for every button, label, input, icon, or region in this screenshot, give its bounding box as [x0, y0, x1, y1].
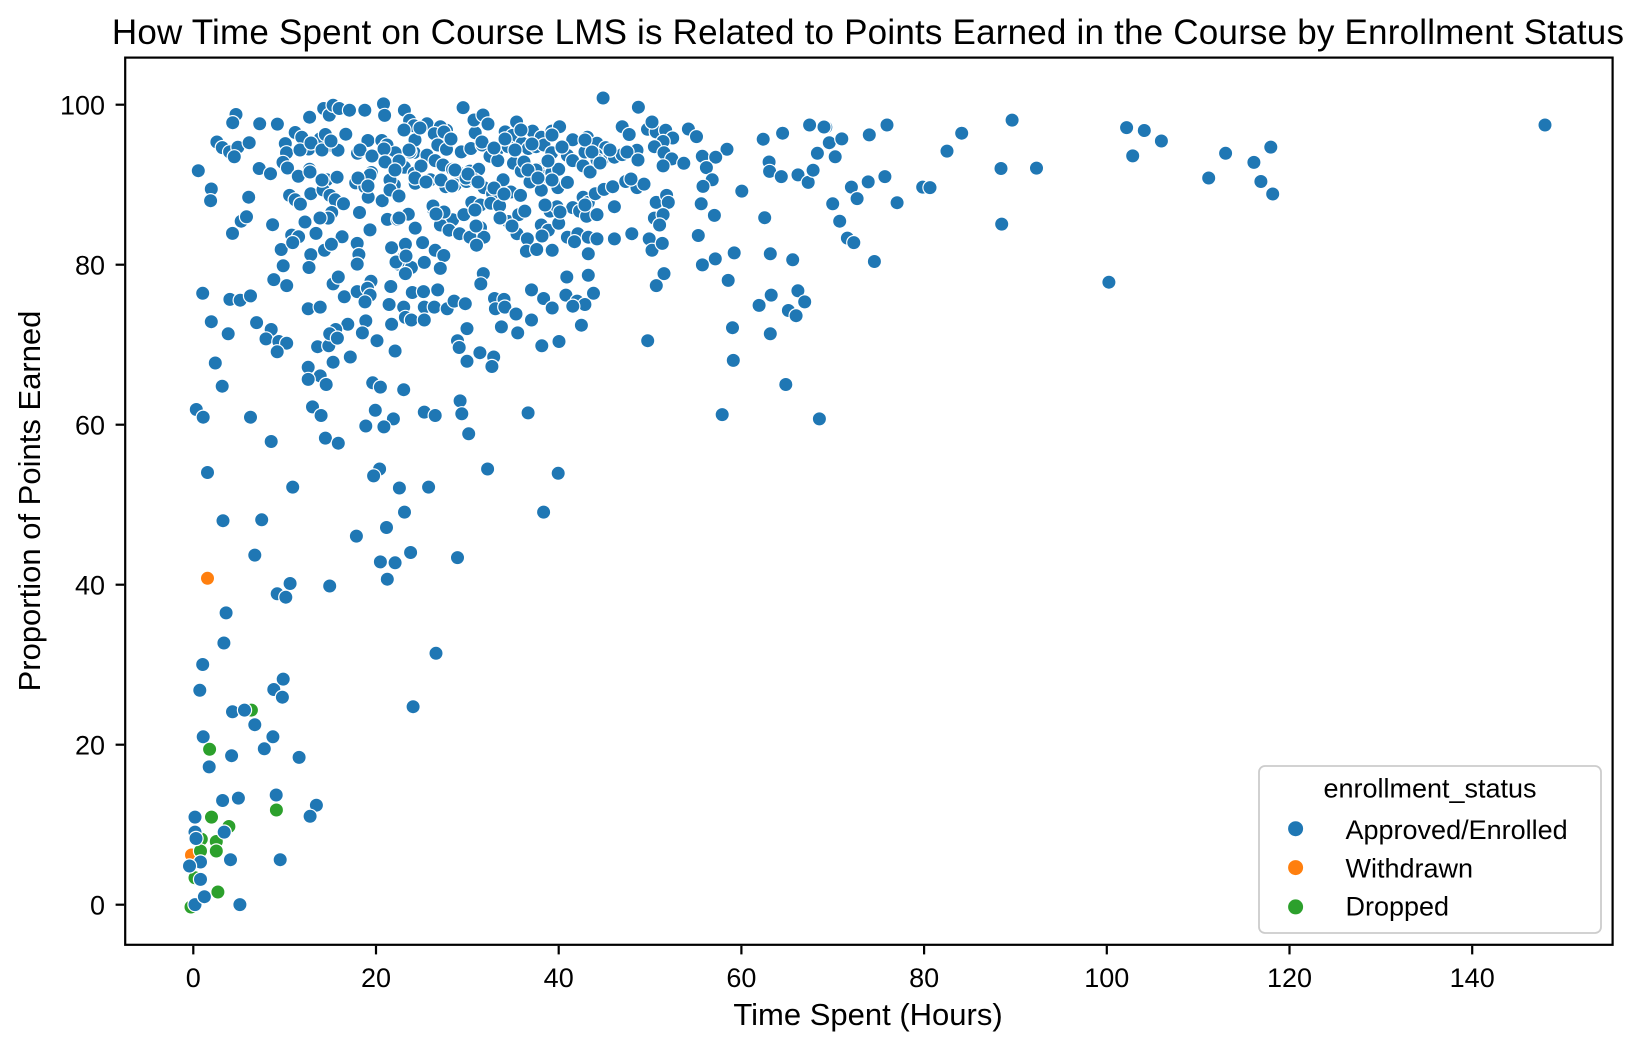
svg-text:140: 140: [1450, 963, 1495, 993]
svg-text:40: 40: [544, 963, 574, 993]
svg-text:120: 120: [1267, 963, 1312, 993]
svg-text:Dropped: Dropped: [1346, 892, 1450, 922]
svg-text:100: 100: [1084, 963, 1129, 993]
svg-text:40: 40: [75, 570, 105, 600]
svg-text:Withdrawn: Withdrawn: [1346, 854, 1474, 884]
svg-text:20: 20: [75, 730, 105, 760]
svg-text:20: 20: [361, 963, 391, 993]
svg-text:Approved/Enrolled: Approved/Enrolled: [1346, 815, 1568, 845]
svg-text:60: 60: [726, 963, 756, 993]
svg-text:60: 60: [75, 410, 105, 440]
svg-text:80: 80: [75, 250, 105, 280]
svg-text:0: 0: [90, 890, 105, 920]
svg-text:enrollment_status: enrollment_status: [1323, 774, 1536, 804]
svg-text:100: 100: [60, 90, 105, 120]
svg-text:0: 0: [186, 963, 201, 993]
svg-text:How Time Spent on Course LMS i: How Time Spent on Course LMS is Related …: [112, 13, 1624, 52]
svg-text:80: 80: [909, 963, 939, 993]
svg-text:Proportion of Points Earned: Proportion of Points Earned: [12, 311, 47, 692]
svg-text:Time Spent (Hours): Time Spent (Hours): [733, 997, 1002, 1032]
